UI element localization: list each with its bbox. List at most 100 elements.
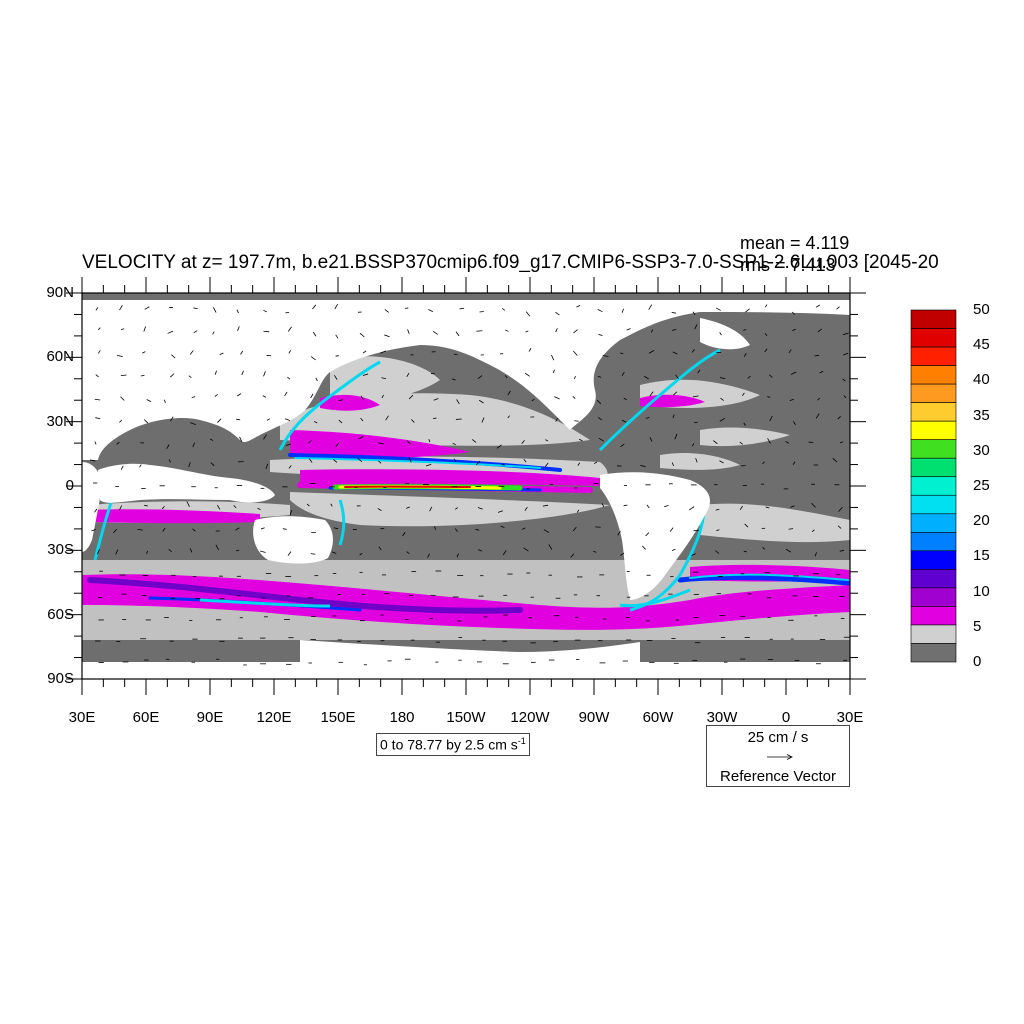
vector-arrow <box>451 378 456 381</box>
vector-arrow <box>640 465 646 468</box>
vector-arrow <box>743 550 748 553</box>
vector-arrow <box>263 330 270 333</box>
vector-arrow <box>621 308 624 313</box>
vector-arrow <box>475 528 480 531</box>
vector-arrow <box>743 422 746 426</box>
colorbar-swatch <box>910 439 957 459</box>
lon-label: 60E <box>132 709 160 726</box>
lon-label: 90W <box>578 709 610 726</box>
vector-arrow <box>496 444 502 449</box>
vector-arrow <box>645 532 650 537</box>
vector-arrow <box>143 326 146 332</box>
vector-arrow <box>739 505 743 511</box>
colorbar <box>910 309 957 663</box>
vector-arrow <box>642 545 646 550</box>
vector-arrow <box>113 528 117 534</box>
vector-arrow <box>188 375 192 378</box>
vector-arrow <box>548 544 553 550</box>
vector-arrow <box>525 311 531 317</box>
vector-arrow <box>767 438 771 444</box>
vector-arrow <box>119 419 123 423</box>
vector-arrow <box>287 551 292 556</box>
vector-arrow <box>284 391 288 397</box>
vector-arrow <box>792 461 796 465</box>
vector-arrow <box>477 375 483 380</box>
vector-arrow <box>815 304 820 308</box>
vector-arrow <box>715 550 720 554</box>
vector-arrow <box>432 331 438 335</box>
vector-arrow <box>406 440 412 445</box>
vector-arrow <box>214 394 218 397</box>
vector-arrow <box>170 416 174 422</box>
vector-arrow <box>338 419 343 424</box>
velocity-vectors <box>89 303 850 666</box>
vector-arrow <box>524 372 530 377</box>
colorbar-swatch <box>910 606 957 626</box>
lat-label: 30N <box>46 412 74 430</box>
vector-arrow <box>240 350 244 355</box>
vector-arrow <box>792 328 796 332</box>
vector-arrow <box>524 506 528 511</box>
vector-arrow <box>428 439 431 443</box>
vector-arrow <box>769 415 773 422</box>
vector-arrow <box>95 374 99 378</box>
reference-arrow-icon <box>767 754 793 760</box>
map-field <box>82 293 850 679</box>
vector-arrow <box>504 375 508 379</box>
vector-arrow <box>236 309 239 314</box>
vector-arrow <box>843 395 847 399</box>
land-masses <box>82 300 850 679</box>
vector-arrow <box>523 547 529 552</box>
colorbar-label: 30 <box>973 441 990 459</box>
vector-arrow <box>785 441 789 444</box>
vector-arrow <box>434 526 437 530</box>
vector-arrow <box>429 506 433 512</box>
colorbar-label: 35 <box>973 406 990 424</box>
vector-arrow <box>664 504 669 508</box>
vector-arrow <box>406 372 410 377</box>
vector-arrow <box>381 377 387 380</box>
vector-arrow <box>788 528 794 530</box>
vector-arrow <box>521 527 526 530</box>
vector-arrow <box>233 505 237 509</box>
vector-arrow <box>384 334 390 338</box>
colorbar-swatch <box>910 494 957 515</box>
vector-arrow <box>793 421 796 426</box>
vector-arrow <box>554 396 560 400</box>
vector-arrow <box>817 397 821 401</box>
vector-arrow <box>544 462 549 467</box>
vector-arrow <box>790 371 797 375</box>
lat-label: 30S <box>47 541 74 559</box>
vector-arrow <box>263 309 268 313</box>
vector-arrow <box>552 369 555 374</box>
vector-arrow <box>836 306 840 310</box>
vector-arrow <box>742 392 745 396</box>
vector-arrow <box>360 395 364 401</box>
vector-arrow <box>623 397 627 400</box>
vector-arrow <box>572 526 577 532</box>
vector-arrow <box>621 371 625 377</box>
vector-arrow <box>649 437 653 442</box>
vector-arrow <box>691 443 695 447</box>
vector-arrow <box>743 329 747 331</box>
vector-arrow <box>471 439 477 443</box>
vector-arrow <box>671 329 677 331</box>
vector-arrow <box>576 509 580 513</box>
lon-label: 150W <box>446 709 486 726</box>
vector-arrow <box>617 531 621 536</box>
vector-arrow <box>623 504 628 507</box>
vector-arrow <box>212 331 215 335</box>
vector-arrow <box>167 330 174 334</box>
colorbar-label: 50 <box>973 301 990 318</box>
vector-arrow <box>689 506 695 511</box>
vector-arrow <box>543 529 550 533</box>
vector-arrow <box>216 504 221 510</box>
colorbar-swatch <box>910 457 957 478</box>
vector-arrow <box>626 328 631 331</box>
contour-info-box: 0 to 78.77 by 2.5 cm s-1 <box>376 733 530 756</box>
vector-arrow <box>650 329 654 333</box>
vector-arrow <box>719 332 722 336</box>
vector-arrow <box>601 503 605 508</box>
vector-arrow <box>501 308 506 311</box>
